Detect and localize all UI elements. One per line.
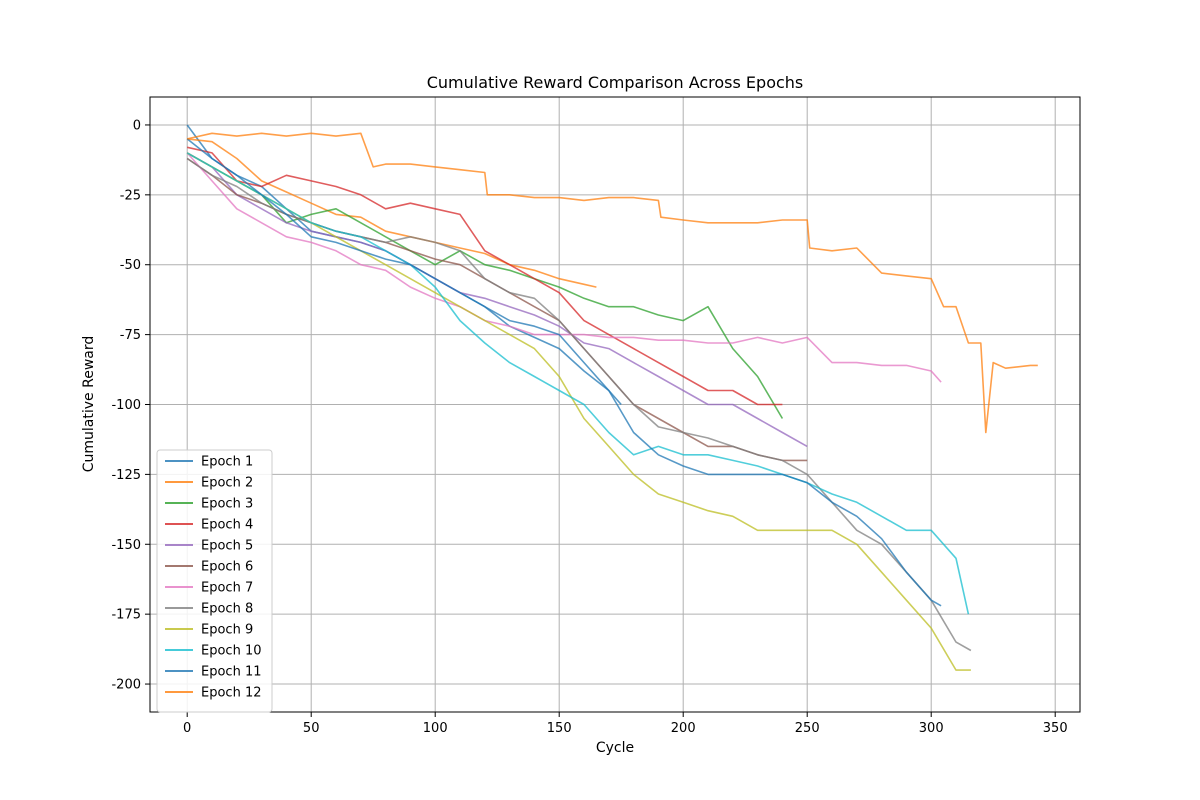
legend-box bbox=[156, 449, 273, 713]
legend-label: Epoch 6 bbox=[201, 560, 253, 575]
x-tick-label: 300 bbox=[919, 721, 944, 736]
legend-label: Epoch 8 bbox=[201, 602, 253, 617]
legend-label: Epoch 5 bbox=[201, 539, 253, 554]
legend-label: Epoch 1 bbox=[201, 455, 253, 470]
series-line-epoch-11 bbox=[186, 138, 942, 607]
y-tick-label: -200 bbox=[111, 678, 141, 693]
x-tick-label: 250 bbox=[795, 721, 820, 736]
x-tick-label: 150 bbox=[547, 721, 572, 736]
series-line-epoch-9 bbox=[186, 152, 971, 671]
y-axis-label: Cumulative Reward bbox=[81, 336, 97, 473]
legend-label: Epoch 9 bbox=[201, 623, 253, 638]
y-tick-label: -25 bbox=[120, 188, 141, 203]
x-tick-label: 0 bbox=[183, 721, 191, 736]
legend-label: Epoch 4 bbox=[201, 518, 253, 533]
series-lines bbox=[186, 124, 1038, 671]
y-tick-label: -175 bbox=[111, 608, 141, 623]
y-tick-label: 0 bbox=[133, 118, 141, 133]
y-tick-label: -150 bbox=[111, 538, 141, 553]
series-line-epoch-7 bbox=[186, 152, 942, 383]
axis-ticks: 0 50 100 150 200 250 300 350 0 -25 -50 -75 -100 -125 -… bbox=[111, 118, 1067, 736]
legend-label: Epoch 10 bbox=[201, 644, 261, 659]
series-line-epoch-5 bbox=[186, 152, 808, 448]
series-line-epoch-4 bbox=[187, 146, 783, 406]
series-line-epoch-2 bbox=[187, 138, 597, 288]
y-tick-label: -75 bbox=[120, 328, 141, 343]
legend-label: Epoch 12 bbox=[201, 686, 261, 701]
y-tick-label: -125 bbox=[111, 468, 141, 483]
legend-label: Epoch 7 bbox=[201, 581, 253, 596]
legend-label: Epoch 11 bbox=[201, 665, 261, 680]
legend-label: Epoch 2 bbox=[201, 476, 253, 491]
grid bbox=[150, 97, 1080, 712]
legend-label: Epoch 3 bbox=[201, 497, 253, 512]
legend: Epoch 1 Epoch 2 Epoch 3 Epoch 4 Epoch 5 Epoch… bbox=[156, 449, 273, 713]
series-line-epoch-10 bbox=[186, 152, 970, 615]
series-line-epoch-3 bbox=[186, 152, 784, 419]
chart-title: Cumulative Reward Comparison Across Epoc… bbox=[427, 73, 804, 92]
x-tick-label: 200 bbox=[671, 721, 696, 736]
x-tick-label: 350 bbox=[1043, 721, 1068, 736]
y-tick-label: -50 bbox=[120, 258, 141, 273]
y-tick-label: -100 bbox=[111, 398, 141, 413]
x-tick-label: 100 bbox=[423, 721, 448, 736]
series-line-epoch-12 bbox=[187, 132, 1038, 434]
x-tick-label: 50 bbox=[303, 721, 320, 736]
x-axis-label: Cycle bbox=[596, 740, 634, 756]
